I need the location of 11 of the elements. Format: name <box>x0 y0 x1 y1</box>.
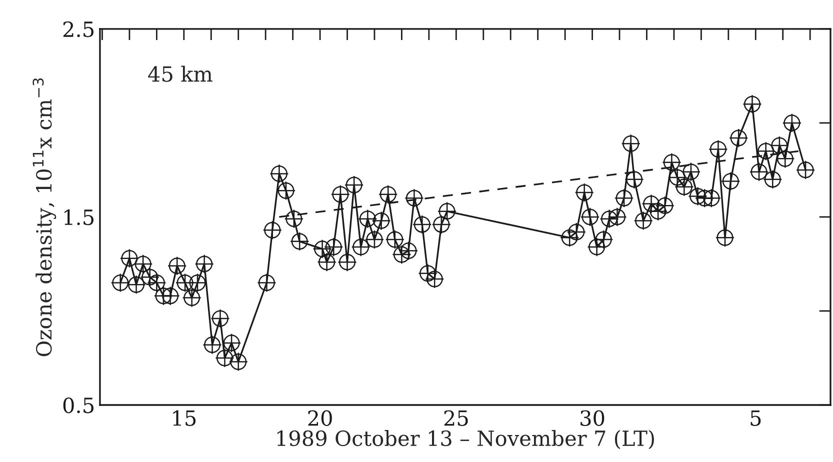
x-tick-label: 25 <box>444 410 468 426</box>
y-tick-label: 1.5 <box>64 209 94 226</box>
x-tick-label: 15 <box>173 410 196 426</box>
x-tick-label: 30 <box>580 410 604 426</box>
y-axis-title: Ozone density, 10$^{11}$x cm$^{−3}$ <box>32 78 56 356</box>
y-tick-label: 2.5 <box>63 21 94 38</box>
x-tick-label: 20 <box>308 410 332 426</box>
y-tick-label: 0.5 <box>63 397 94 414</box>
x-axis-title: 1989 October 13 – November 7 (LT) <box>277 430 654 450</box>
x-tick-label: 5 <box>750 410 761 426</box>
annotation: 45 km <box>148 66 212 82</box>
